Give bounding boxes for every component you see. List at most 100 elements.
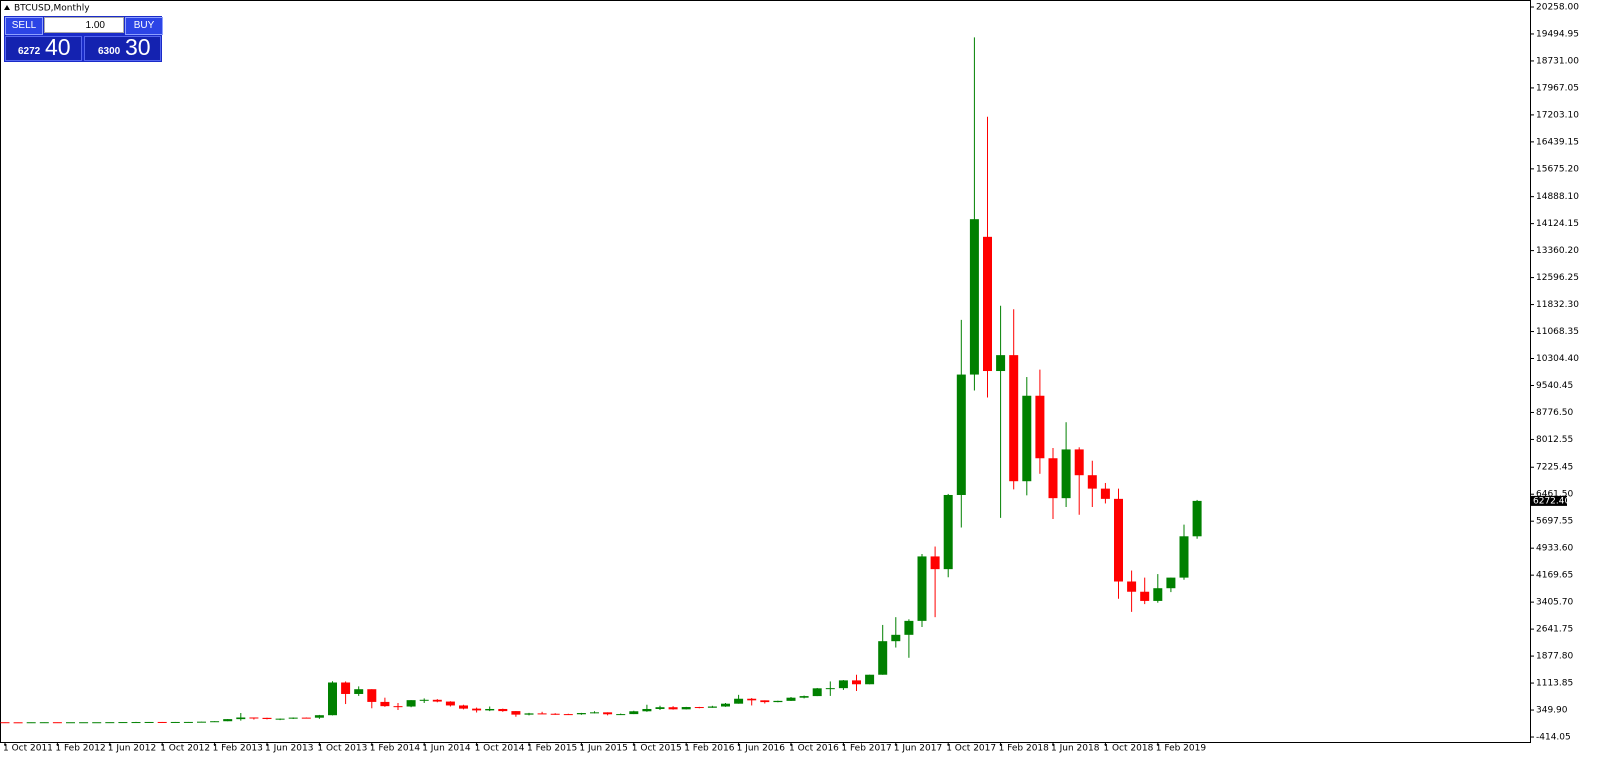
candle-body <box>865 674 875 685</box>
candle-body <box>406 700 416 707</box>
x-tick-label: 1 Feb 2018 <box>999 744 1050 754</box>
candle-body <box>996 355 1006 372</box>
x-tick-label: 1 Feb 2015 <box>527 744 577 754</box>
candle-body <box>1179 536 1189 578</box>
ask-quote[interactable]: 6300 30 <box>84 34 161 61</box>
candle-body <box>707 706 717 708</box>
ask-big: 6300 <box>98 46 121 57</box>
candle-body <box>485 708 495 711</box>
candle-body <box>891 634 901 642</box>
y-tick-label: 12596.25 <box>1536 273 1579 283</box>
candle-body <box>878 641 888 675</box>
candle-body <box>275 718 285 720</box>
x-tick-label: 1 Feb 2012 <box>55 744 105 754</box>
candle-body <box>223 719 233 722</box>
x-tick-label: 1 Feb 2013 <box>213 744 263 754</box>
candle-body <box>721 703 730 707</box>
candle-body <box>747 698 757 701</box>
y-tick-label: 14124.15 <box>1536 219 1579 229</box>
y-tick-label: 9540.45 <box>1536 381 1573 391</box>
y-tick-label: 3405.70 <box>1536 598 1573 608</box>
y-tick-label: 10304.40 <box>1536 354 1579 364</box>
y-tick-label: 2641.75 <box>1536 625 1573 635</box>
candle-body <box>1087 475 1097 489</box>
buy-button[interactable]: BUY <box>125 17 163 35</box>
candle-body <box>39 722 49 724</box>
y-tick-label: 7225.45 <box>1536 463 1573 473</box>
candle-body <box>799 696 809 698</box>
candle-body <box>1009 355 1019 482</box>
candle-body <box>170 721 180 723</box>
x-tick-label: 1 Feb 2014 <box>370 744 421 754</box>
bid-big: 6272 <box>18 46 41 57</box>
trade-panel: SELL 1.00 BUY 6272 40 6300 30 <box>4 16 163 62</box>
y-tick-label: 13360.20 <box>1536 246 1579 256</box>
x-tick-label: 1 Oct 2018 <box>1103 744 1153 754</box>
x-tick-label: 1 Oct 2012 <box>160 744 210 754</box>
x-tick-label: 1 Oct 2015 <box>632 744 682 754</box>
candle-body <box>92 722 102 724</box>
candle-body <box>681 707 691 710</box>
x-tick-label: 1 Oct 2014 <box>475 744 525 754</box>
candle-body <box>262 717 272 719</box>
candle-body <box>537 713 547 715</box>
x-tick-label: 1 Jun 2017 <box>894 744 942 754</box>
lot-input[interactable]: 1.00 <box>44 17 124 33</box>
x-tick-label: 1 Oct 2016 <box>789 744 839 754</box>
y-tick-label: 4169.65 <box>1536 571 1573 581</box>
ask-small: 30 <box>125 34 151 60</box>
candle-body <box>157 721 167 723</box>
candle-body <box>773 700 783 703</box>
y-tick-label: 17203.10 <box>1536 110 1579 120</box>
candle-body <box>969 219 979 375</box>
candle-body <box>603 712 613 715</box>
x-tick-label: 1 Jun 2018 <box>1051 744 1100 754</box>
candle-body <box>930 556 940 570</box>
candle-body <box>812 688 822 697</box>
bid-quote[interactable]: 6272 40 <box>5 34 82 61</box>
candle-body <box>472 708 482 711</box>
y-tick-label: 11068.35 <box>1536 327 1579 337</box>
candle-body <box>943 494 953 570</box>
candle-body <box>314 715 324 718</box>
candle-body <box>432 699 442 702</box>
x-tick-label: 1 Feb 2016 <box>684 744 735 754</box>
y-tick-label: 14888.10 <box>1536 192 1579 202</box>
candle-body <box>341 682 351 694</box>
x-tick-label: 1 Jun 2016 <box>737 744 786 754</box>
chart-title: BTCUSD,Monthly <box>14 4 90 14</box>
candle-body <box>852 680 861 685</box>
candle-body <box>1022 395 1032 482</box>
y-tick-label: 16439.15 <box>1536 137 1579 147</box>
y-tick-label: 19494.95 <box>1536 29 1579 39</box>
candle-body <box>445 701 455 706</box>
candle-body <box>576 713 586 715</box>
candle-body <box>563 714 573 716</box>
candle-body <box>367 689 377 702</box>
candle-body <box>760 700 770 703</box>
y-tick-label: 8012.55 <box>1536 435 1573 445</box>
candle-body <box>183 721 193 723</box>
candle-body <box>1100 488 1110 499</box>
candle-body <box>419 699 429 701</box>
candle-body <box>1192 500 1202 537</box>
candle-body <box>144 721 154 723</box>
candle-body <box>66 722 75 724</box>
candle-body <box>786 697 796 701</box>
candle-body <box>459 705 468 709</box>
candle-body <box>498 708 508 712</box>
candle-body <box>1166 577 1176 589</box>
y-tick-label: 4933.60 <box>1536 544 1573 554</box>
candle-body <box>1035 395 1045 459</box>
candle-body <box>249 717 259 719</box>
candle-body <box>210 721 220 723</box>
candle-body <box>52 722 62 724</box>
x-tick-label: 1 Jun 2015 <box>579 744 627 754</box>
sell-button[interactable]: SELL <box>5 17 43 35</box>
candle-body <box>197 721 206 723</box>
candle-body <box>983 236 992 372</box>
candle-body <box>1074 449 1084 476</box>
y-tick-label: 1113.85 <box>1536 679 1573 689</box>
title-icon <box>4 5 10 10</box>
candle-body <box>118 722 128 724</box>
